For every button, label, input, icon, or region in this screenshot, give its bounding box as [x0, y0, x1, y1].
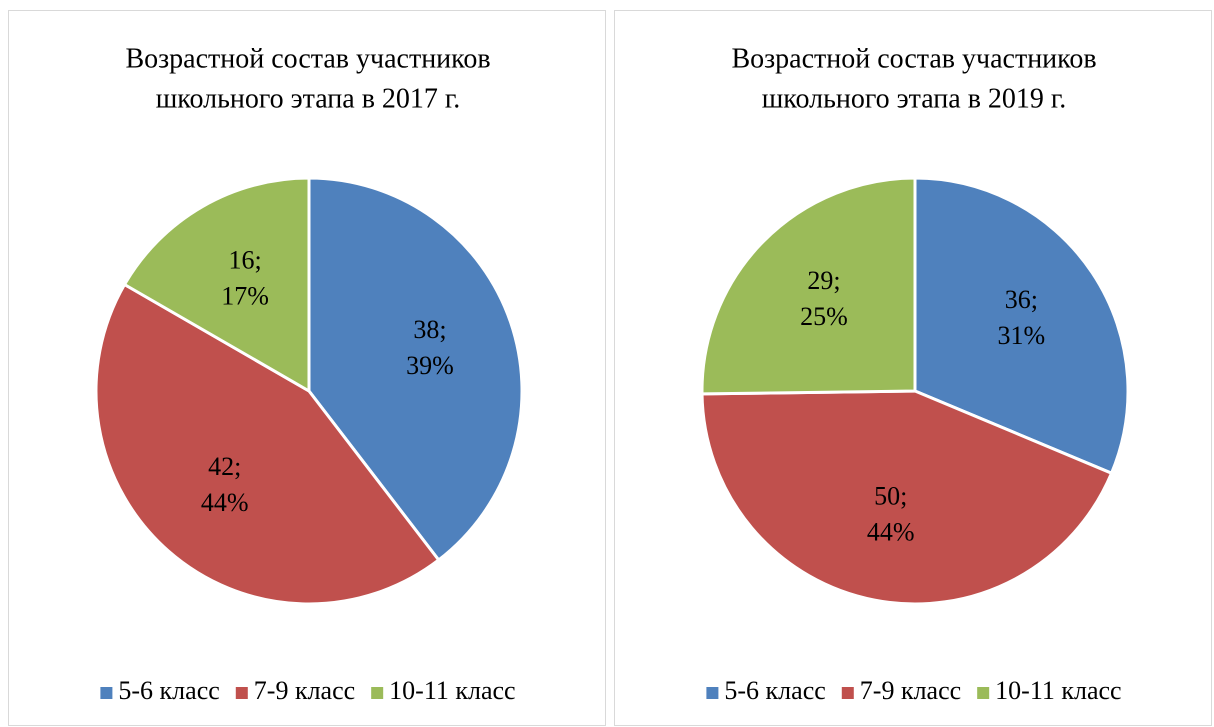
legend-swatch	[100, 687, 113, 699]
chart-title: Возрастной состав участников	[125, 43, 490, 74]
chart-panel: Возрастной состав участников школьного эт…	[8, 10, 606, 726]
pie-slice	[700, 176, 917, 396]
data-label: 38;	[413, 315, 446, 344]
data-label: 39%	[406, 351, 454, 380]
legend-swatch	[371, 687, 384, 699]
pie-slice	[122, 176, 311, 394]
data-label: 50;	[874, 481, 907, 510]
legend-label: 5-6 класс	[724, 676, 825, 705]
data-label: 44%	[201, 488, 249, 517]
data-label: 31%	[998, 321, 1046, 350]
chart: Возрастной состав участников школьного эт…	[94, 43, 524, 705]
legend-swatch	[706, 687, 719, 699]
pie-slice	[94, 282, 441, 606]
data-label: 17%	[221, 281, 269, 310]
data-label: 16;	[228, 245, 261, 274]
legend-swatch	[977, 687, 990, 699]
legend-label: 10-11 класс	[389, 676, 515, 705]
legend-swatch	[235, 687, 248, 699]
chart-title: Возрастной состав участников	[731, 43, 1096, 74]
legend-label: 7-9 класс	[254, 676, 355, 705]
chart-panel: Возрастной состав участников школьного эт…	[614, 10, 1212, 726]
data-label: 36;	[1005, 285, 1038, 314]
pie-slice	[700, 389, 1114, 606]
legend-label: 10-11 класс	[995, 676, 1121, 705]
legend-label: 5-6 класс	[118, 676, 219, 705]
chart: Возрастной состав участников школьного эт…	[700, 43, 1130, 705]
pie-slice	[913, 176, 1130, 476]
data-label: 29;	[807, 266, 840, 295]
data-label: 44%	[867, 517, 915, 546]
chart-title: школьного этапа в 2017 г.	[156, 83, 461, 114]
data-label: 42;	[208, 452, 241, 481]
legend-swatch	[841, 687, 854, 699]
data-label: 25%	[800, 302, 848, 331]
pie-slice	[307, 176, 524, 563]
chart-title: школьного этапа в 2019 г.	[762, 83, 1067, 114]
legend-label: 7-9 класс	[860, 676, 961, 705]
